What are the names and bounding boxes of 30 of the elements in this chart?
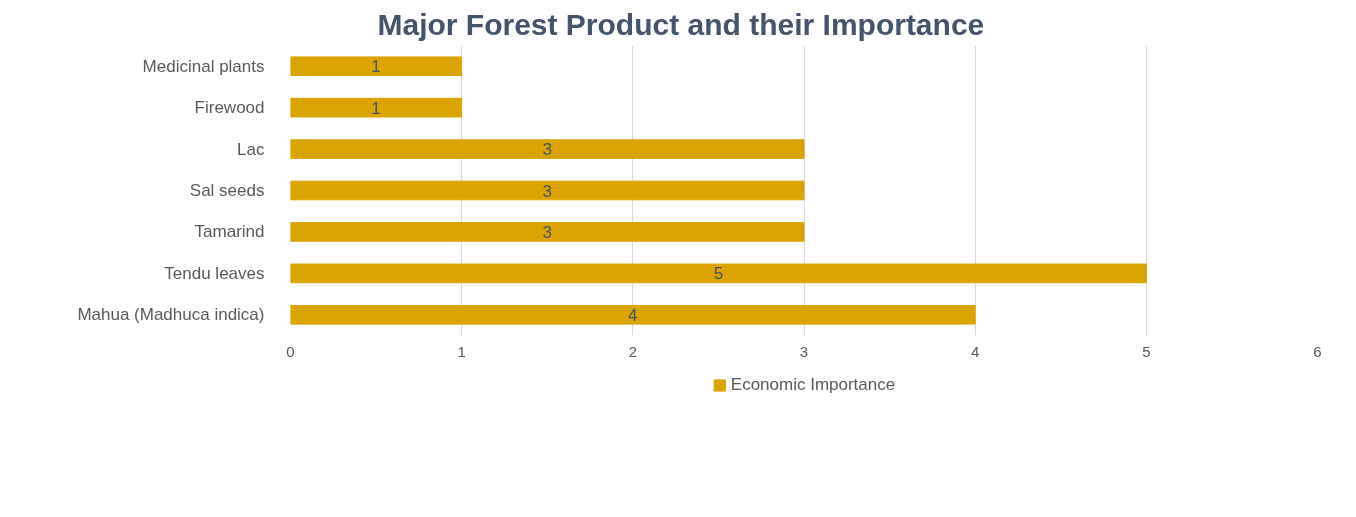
x-tick-label: 2 <box>628 342 638 360</box>
x-tick-label: 6 <box>1313 342 1322 360</box>
bar <box>290 97 463 118</box>
data-label: 1 <box>371 98 381 118</box>
y-tick-label: Tamarind <box>194 222 265 242</box>
data-label: 4 <box>628 305 638 325</box>
y-tick-label: Firewood <box>194 98 265 118</box>
x-tick-label: 5 <box>1142 342 1151 360</box>
x-tick-label: 0 <box>286 342 295 360</box>
y-tick-label: Mahua (Madhuca indica) <box>77 305 265 325</box>
data-label: 5 <box>713 264 724 284</box>
bar <box>290 263 1147 284</box>
bar <box>290 56 463 77</box>
data-label: 3 <box>542 222 552 242</box>
bar <box>290 180 805 201</box>
x-tick-label: 3 <box>799 342 809 360</box>
chart-title: Major Forest Product and their Importance <box>377 7 985 41</box>
x-tick-label: 4 <box>971 342 980 360</box>
y-tick-label: Lac <box>237 139 265 159</box>
bar <box>290 304 976 325</box>
legend-label: Economic Importance <box>730 375 896 395</box>
bar <box>290 139 805 159</box>
data-label: 3 <box>542 181 552 201</box>
y-tick-label: Sal seeds <box>189 181 265 200</box>
y-tick-label: Medicinal plants <box>142 56 265 76</box>
data-label: 3 <box>542 140 552 160</box>
data-label: 1 <box>371 57 381 77</box>
x-tick-label: 1 <box>457 342 466 360</box>
bar <box>290 222 805 242</box>
y-tick-label: Tendu leaves <box>164 263 265 283</box>
